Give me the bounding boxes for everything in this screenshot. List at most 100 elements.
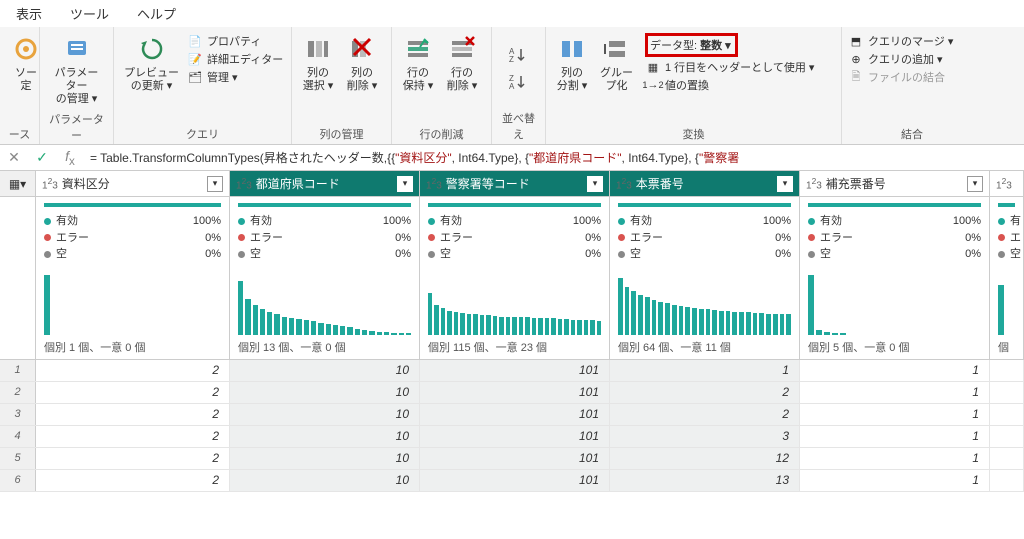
cell[interactable]: 101 xyxy=(420,382,610,403)
cell[interactable] xyxy=(990,426,1024,447)
table-row[interactable]: 5210101121 xyxy=(0,448,1024,470)
cell[interactable] xyxy=(990,470,1024,491)
cell[interactable] xyxy=(990,448,1024,469)
svg-text:Z: Z xyxy=(509,55,514,64)
merge-queries-button[interactable]: ⬒クエリのマージ ▾ xyxy=(848,33,953,49)
cell[interactable]: 10 xyxy=(230,360,420,381)
quality-bar xyxy=(238,203,411,207)
formula-fx-button[interactable]: fx xyxy=(56,148,84,168)
row-number: 1 xyxy=(0,360,36,381)
advanced-editor-button[interactable]: 📝詳細エディター xyxy=(187,51,283,67)
cell[interactable] xyxy=(990,382,1024,403)
group-label-transform: 変換 xyxy=(552,124,835,142)
cell[interactable] xyxy=(990,360,1024,381)
distribution-histogram xyxy=(808,269,981,335)
column-header[interactable]: 123資料区分▾ xyxy=(36,171,230,196)
group-by-button[interactable]: グルー プ化 xyxy=(596,31,637,95)
table-row[interactable]: 421010131 xyxy=(0,426,1024,448)
cell[interactable]: 13 xyxy=(610,470,800,491)
replace-icon: 1→2 xyxy=(645,77,661,93)
replace-values-button[interactable]: 1→2値の置換 xyxy=(645,77,814,93)
cell[interactable]: 2 xyxy=(610,404,800,425)
merge-icon: ⬒ xyxy=(848,33,864,49)
keep-rows-button[interactable]: 行の 保持 ▾ xyxy=(398,31,438,95)
cell[interactable]: 10 xyxy=(230,382,420,403)
group-label-cols: 列の管理 xyxy=(298,124,385,142)
cell[interactable]: 101 xyxy=(420,470,610,491)
table-row[interactable]: 6210101131 xyxy=(0,470,1024,492)
choose-columns-button[interactable]: 列の 選択 ▾ xyxy=(298,31,338,95)
cell[interactable]: 3 xyxy=(610,426,800,447)
column-headers: ▦▾ 123資料区分▾123都道府県コード▾123警察署等コード▾123本票番号… xyxy=(0,171,1024,197)
cell[interactable]: 10 xyxy=(230,404,420,425)
append-queries-button[interactable]: ⊕クエリの追加 ▾ xyxy=(848,51,953,67)
parameter-manage-button[interactable]: パラメーター の管理 ▾ xyxy=(46,31,107,109)
refresh-icon xyxy=(136,33,168,65)
editor-icon: 📝 xyxy=(187,51,203,67)
cell[interactable]: 10 xyxy=(230,470,420,491)
combine-files-icon: 🗎 xyxy=(848,69,864,85)
column-header[interactable]: 123補充票番号▾ xyxy=(800,171,990,196)
cell[interactable]: 12 xyxy=(610,448,800,469)
formula-commit-button[interactable]: ✓ xyxy=(28,149,56,166)
table-row[interactable]: 321010121 xyxy=(0,404,1024,426)
column-header[interactable]: 123 本票番号 ▾ xyxy=(610,171,800,196)
cell[interactable]: 101 xyxy=(420,448,610,469)
column-filter-button[interactable]: ▾ xyxy=(777,176,793,192)
cell[interactable]: 101 xyxy=(420,426,610,447)
column-name: 本票番号 xyxy=(636,175,684,192)
cell[interactable]: 1 xyxy=(800,426,990,447)
cell[interactable]: 2 xyxy=(610,382,800,403)
manage-query-button[interactable]: 🗂管理 ▾ xyxy=(187,69,283,85)
table-row[interactable]: 221010121 xyxy=(0,382,1024,404)
cell[interactable]: 1 xyxy=(610,360,800,381)
data-type-selector[interactable]: データ型: 整数 ▾ xyxy=(645,33,814,57)
cell[interactable]: 10 xyxy=(230,448,420,469)
column-header[interactable]: 123警察署等コード▾ xyxy=(420,171,610,196)
formula-text[interactable]: = Table.TransformColumnTypes(昇格されたヘッダー数,… xyxy=(84,149,1024,166)
cell[interactable]: 2 xyxy=(36,448,230,469)
column-header[interactable]: 123 xyxy=(990,171,1024,196)
datatype-icon: 123 xyxy=(616,176,632,191)
distinct-count: 個別 5 個、一意 0 個 xyxy=(808,339,981,355)
cell[interactable] xyxy=(990,404,1024,425)
table-icon[interactable]: ▦▾ xyxy=(0,171,36,196)
cell[interactable]: 101 xyxy=(420,360,610,381)
combine-files-button[interactable]: 🗎ファイルの結合 xyxy=(848,69,953,85)
row-number: 5 xyxy=(0,448,36,469)
menu-view[interactable]: 表示 xyxy=(16,4,42,23)
preview-refresh-button[interactable]: プレビュー の更新 ▾ xyxy=(120,31,183,95)
menu-help[interactable]: ヘルプ xyxy=(137,4,176,23)
column-filter-button[interactable]: ▾ xyxy=(397,176,413,192)
cell[interactable]: 2 xyxy=(36,382,230,403)
column-filter-button[interactable]: ▾ xyxy=(587,176,603,192)
distribution-histogram xyxy=(618,269,791,335)
cell[interactable]: 2 xyxy=(36,426,230,447)
cell[interactable]: 1 xyxy=(800,404,990,425)
cell[interactable]: 2 xyxy=(36,360,230,381)
menu-tools[interactable]: ツール xyxy=(70,4,109,23)
remove-columns-button[interactable]: 列の 削除 ▾ xyxy=(342,31,382,95)
column-filter-button[interactable]: ▾ xyxy=(967,176,983,192)
formula-cancel-button[interactable]: ✕ xyxy=(0,149,28,166)
remove-rows-button[interactable]: 行の 削除 ▾ xyxy=(442,31,482,95)
cell[interactable]: 1 xyxy=(800,470,990,491)
first-row-header-button[interactable]: ▦1 行目をヘッダーとして使用 ▾ xyxy=(645,59,814,75)
cell[interactable]: 1 xyxy=(800,448,990,469)
column-header[interactable]: 123都道府県コード▾ xyxy=(230,171,420,196)
cell[interactable]: 101 xyxy=(420,404,610,425)
split-column-button[interactable]: 列の 分割 ▾ xyxy=(552,31,592,95)
column-filter-button[interactable]: ▾ xyxy=(207,176,223,192)
datatype-icon: 123 xyxy=(426,176,442,191)
properties-button[interactable]: 📄プロパティ xyxy=(187,33,283,49)
cell[interactable]: 1 xyxy=(800,360,990,381)
cell[interactable]: 2 xyxy=(36,404,230,425)
sort-desc-button[interactable]: ZA xyxy=(509,73,529,94)
table-row[interactable]: 121010111 xyxy=(0,360,1024,382)
cell[interactable]: 10 xyxy=(230,426,420,447)
distinct-count: 個別 64 個、一意 11 個 xyxy=(618,339,791,355)
sort-asc-button[interactable]: AZ xyxy=(509,46,529,67)
group-icon xyxy=(601,33,633,65)
cell[interactable]: 2 xyxy=(36,470,230,491)
cell[interactable]: 1 xyxy=(800,382,990,403)
